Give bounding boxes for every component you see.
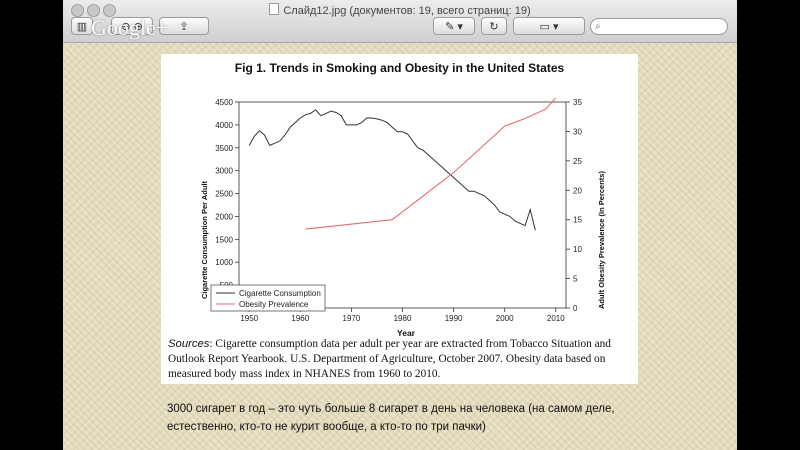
letterbox-right [737,0,800,450]
figure-title: Fig 1. Trends in Smoking and Obesity in … [234,61,565,75]
legend-box [210,284,326,312]
y-tick-label: 4000 [215,121,233,130]
title-bar: Слайд12.jpg (документов: 19, всего стран… [63,0,737,43]
y2-tick-label: 10 [573,245,582,254]
trend-chart: 1950196019701980199020002010050010001500… [200,97,606,338]
y2-tick-label: 5 [573,275,578,284]
series-line-cigarette [248,109,536,231]
y2-tick-label: 20 [573,186,582,195]
y-tick-label: 2000 [215,212,233,221]
x-tick-label: 1980 [394,314,412,323]
document-icon [269,3,280,15]
y-tick-label: 1500 [215,235,233,244]
y-axis-label: Cigarette Consumption Per Adult [200,180,209,299]
x-tick-label: 1970 [343,314,361,323]
x-tick-label: 2000 [496,314,514,323]
rotate-icon: ↻ [489,20,499,33]
x-axis-label: Year [397,328,416,338]
search-input[interactable]: ⌕ [590,18,728,35]
zoom-window-button[interactable] [103,4,116,17]
sources-note: Sources: Cigarette consumption data per … [168,337,634,382]
search-icon: ⌕ [595,21,601,32]
y-tick-label: 2500 [215,190,233,199]
toolbox-icon: ▭ ▾ [539,20,559,33]
legend-label-obesity: Obesity Prevalence [239,300,309,309]
zoom-in-icon: ⊕ [133,20,143,33]
sources-label: Sources [168,338,210,350]
y-tick-label: 4500 [215,98,233,107]
letterbox-left [0,0,63,450]
pencil-icon: ✎ ▾ [445,20,463,33]
y2-tick-label: 0 [573,304,578,313]
close-window-button[interactable] [71,4,84,17]
window-title: Слайд12.jpg (документов: 19, всего стран… [283,5,531,17]
x-tick-label: 1950 [240,314,258,323]
preview-window: Слайд12.jpg (документов: 19, всего стран… [63,0,737,450]
y-tick-label: 3500 [215,144,233,153]
share-button[interactable]: ⇪ [159,17,209,35]
series-line-obesity [305,97,557,230]
legend-label-cigarette: Cigarette Consumption [239,289,321,298]
y-tick-label: 3000 [215,167,233,176]
x-tick-label: 2010 [547,314,565,323]
sidebar-toggle-button[interactable]: ▥ [71,17,93,35]
y2-tick-label: 25 [573,157,582,166]
zoom-buttons[interactable]: ⊖ ⊕ [111,17,153,35]
y2-tick-label: 15 [573,216,582,225]
y-tick-label: 1000 [215,258,233,267]
sidebar-icon: ▥ [76,20,88,33]
x-tick-label: 1990 [445,314,463,323]
y2-axis-label: Adult Obesity Prevalence (In Percents) [597,171,606,309]
figure-panel: Fig 1. Trends in Smoking and Obesity in … [161,54,638,384]
zoom-out-icon: ⊖ [121,20,131,33]
toolbox-button[interactable]: ▭ ▾ [513,17,585,35]
sources-text: : Cigarette consumption data per adult p… [168,338,611,380]
y2-tick-label: 35 [573,98,582,107]
share-icon: ⇪ [179,20,189,33]
plot-frame [238,101,567,309]
markup-button[interactable]: ✎ ▾ [433,17,475,35]
window-title-row: Слайд12.jpg (документов: 19, всего стран… [63,3,737,17]
slide-caption: 3000 сигарет в год – это чуть больше 8 с… [167,403,615,433]
y2-tick-label: 30 [573,127,582,136]
rotate-button[interactable]: ↻ [481,17,507,35]
x-tick-label: 1960 [291,314,309,323]
slide-view: Fig 1. Trends in Smoking and Obesity in … [63,43,737,450]
chart-legend: Cigarette Consumption Obesity Prevalence [210,284,326,312]
google-plus-logo: Google+ [91,15,169,40]
minimize-window-button[interactable] [87,4,100,17]
